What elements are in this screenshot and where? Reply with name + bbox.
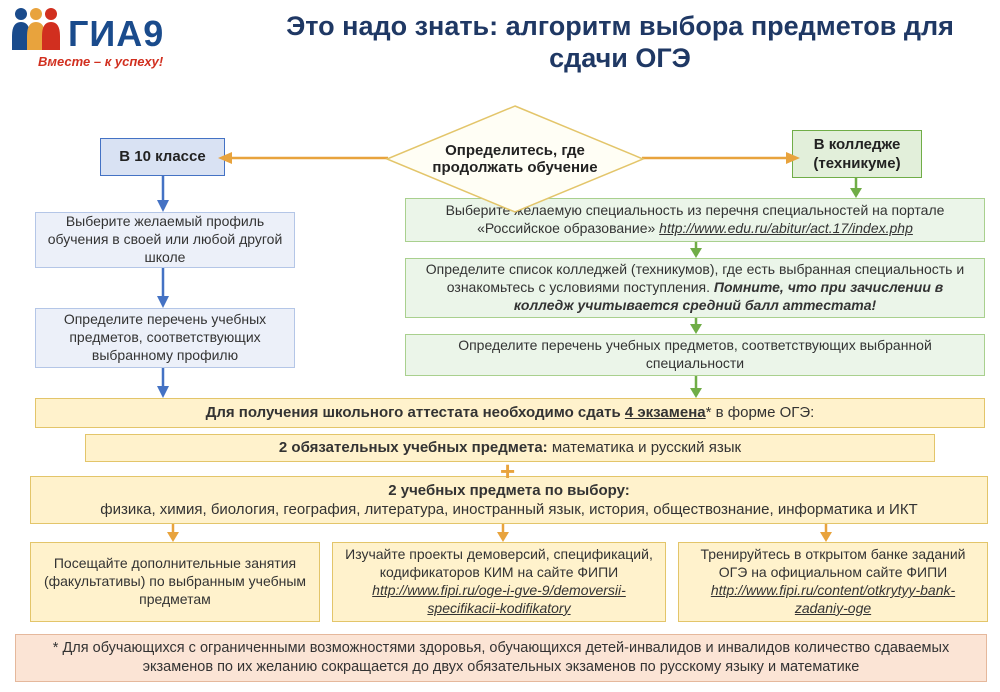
page-title: Это надо знать: алгоритм выбора предмето… bbox=[280, 10, 960, 75]
footnote: * Для обучающихся с ограниченными возмож… bbox=[15, 634, 987, 682]
right-step-2: Определите список колледжей (техникумов)… bbox=[405, 258, 985, 318]
right-header: В колледже (техникуме) bbox=[792, 130, 922, 178]
left-step-1: Выберите желаемый профиль обучения в сво… bbox=[35, 212, 295, 268]
edu-link[interactable]: http://www.edu.ru/abitur/act.17/index.ph… bbox=[659, 220, 913, 236]
arrow-r2 bbox=[688, 318, 704, 334]
tip-1: Посещайте дополнительные занятия (факуль… bbox=[30, 542, 320, 622]
arrow-r0 bbox=[848, 178, 864, 198]
logo: ГИА9 Вместе – к успеху! bbox=[10, 6, 260, 69]
arrow-right bbox=[640, 150, 800, 166]
right-step-3: Определите перечень учебных предметов, с… bbox=[405, 334, 985, 376]
fipi-demo-link[interactable]: http://www.fipi.ru/oge-i-gve-9/demoversi… bbox=[372, 582, 626, 616]
plus-icon: + bbox=[500, 458, 515, 484]
arrow-t2 bbox=[495, 524, 511, 542]
tip-3: Тренируйтесь в открытом банке заданий ОГ… bbox=[678, 542, 988, 622]
arrow-r1 bbox=[688, 242, 704, 258]
logo-slogan: Вместе – к успеху! bbox=[38, 54, 260, 69]
left-header: В 10 классе bbox=[100, 138, 225, 176]
tip-2: Изучайте проекты демоверсий, спецификаци… bbox=[332, 542, 666, 622]
arrow-t1 bbox=[165, 524, 181, 542]
arrow-r3 bbox=[688, 376, 704, 398]
fipi-bank-link[interactable]: http://www.fipi.ru/content/otkrytyy-bank… bbox=[711, 582, 955, 616]
arrow-left bbox=[218, 150, 390, 166]
decision-diamond: Определитесь, где продолжать обучение bbox=[385, 104, 645, 214]
arrow-l3 bbox=[155, 368, 171, 398]
requirement-box: Для получения школьного аттестата необхо… bbox=[35, 398, 985, 428]
left-step-2: Определите перечень учебных предметов, с… bbox=[35, 308, 295, 368]
arrow-l2 bbox=[155, 268, 171, 308]
decision-text: Определитесь, где продолжать обучение bbox=[407, 142, 623, 176]
logo-text: ГИА9 bbox=[68, 16, 164, 52]
arrow-l1 bbox=[155, 176, 171, 212]
arrow-t3 bbox=[818, 524, 834, 542]
logo-people-icon bbox=[10, 6, 62, 52]
